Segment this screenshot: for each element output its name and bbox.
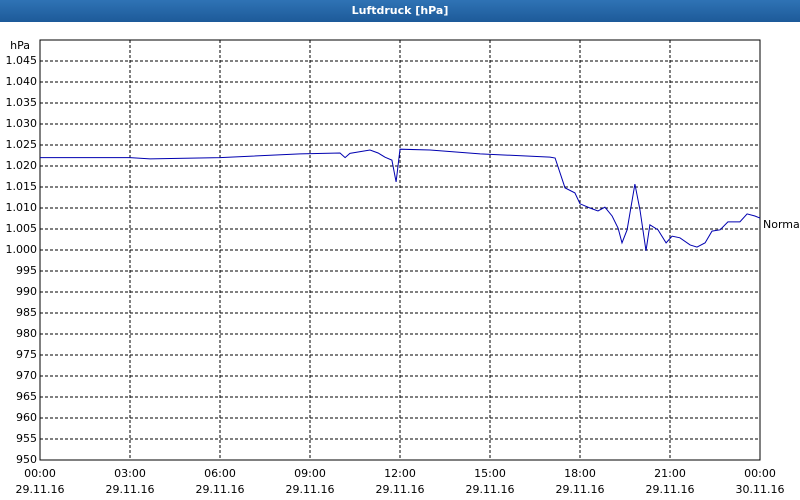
y-tick-label: 985 — [16, 306, 37, 319]
chart-title: Luftdruck [hPa] — [0, 0, 800, 22]
y-tick-label: 1.025 — [6, 138, 38, 151]
y-tick-label: 980 — [16, 327, 37, 340]
x-tick-label: 06:00 — [204, 467, 236, 480]
x-tick-label: 18:00 — [564, 467, 596, 480]
x-tick-label: 12:00 — [384, 467, 416, 480]
y-tick-label: 960 — [16, 411, 37, 424]
x-tick-label: 00:00 — [744, 467, 776, 480]
y-tick-label: 975 — [16, 348, 37, 361]
y-tick-label: 990 — [16, 285, 37, 298]
series-label: Normal — [763, 218, 800, 231]
y-tick-label: 1.000 — [6, 243, 38, 256]
y-tick-label: 950 — [16, 453, 37, 466]
y-tick-label: 1.040 — [6, 75, 38, 88]
y-tick-label: 1.020 — [6, 159, 38, 172]
x-tick-date: 30.11.16 — [736, 483, 785, 496]
series-line — [40, 148, 761, 251]
x-tick-label: 09:00 — [294, 467, 326, 480]
x-tick-date: 29.11.16 — [286, 483, 335, 496]
x-tick-date: 29.11.16 — [196, 483, 245, 496]
y-tick-label: 995 — [16, 264, 37, 277]
x-tick-label: 15:00 — [474, 467, 506, 480]
y-tick-label: 955 — [16, 432, 37, 445]
x-tick-label: 03:00 — [114, 467, 146, 480]
x-tick-date: 29.11.16 — [106, 483, 155, 496]
x-tick-date: 29.11.16 — [646, 483, 695, 496]
y-tick-label: 1.045 — [6, 54, 38, 67]
y-tick-label: 970 — [16, 369, 37, 382]
y-tick-label: 1.015 — [6, 180, 38, 193]
x-tick-label: 21:00 — [654, 467, 686, 480]
y-axis-label: hPa — [10, 39, 30, 52]
y-tick-label: 965 — [16, 390, 37, 403]
x-tick-date: 29.11.16 — [466, 483, 515, 496]
x-tick-date: 29.11.16 — [376, 483, 425, 496]
y-tick-label: 1.035 — [6, 96, 38, 109]
y-tick-label: 1.010 — [6, 201, 38, 214]
x-tick-date: 29.11.16 — [16, 483, 65, 496]
y-tick-label: 1.030 — [6, 117, 38, 130]
y-tick-label: 1.005 — [6, 222, 38, 235]
x-tick-date: 29.11.16 — [556, 483, 605, 496]
x-tick-label: 00:00 — [24, 467, 56, 480]
